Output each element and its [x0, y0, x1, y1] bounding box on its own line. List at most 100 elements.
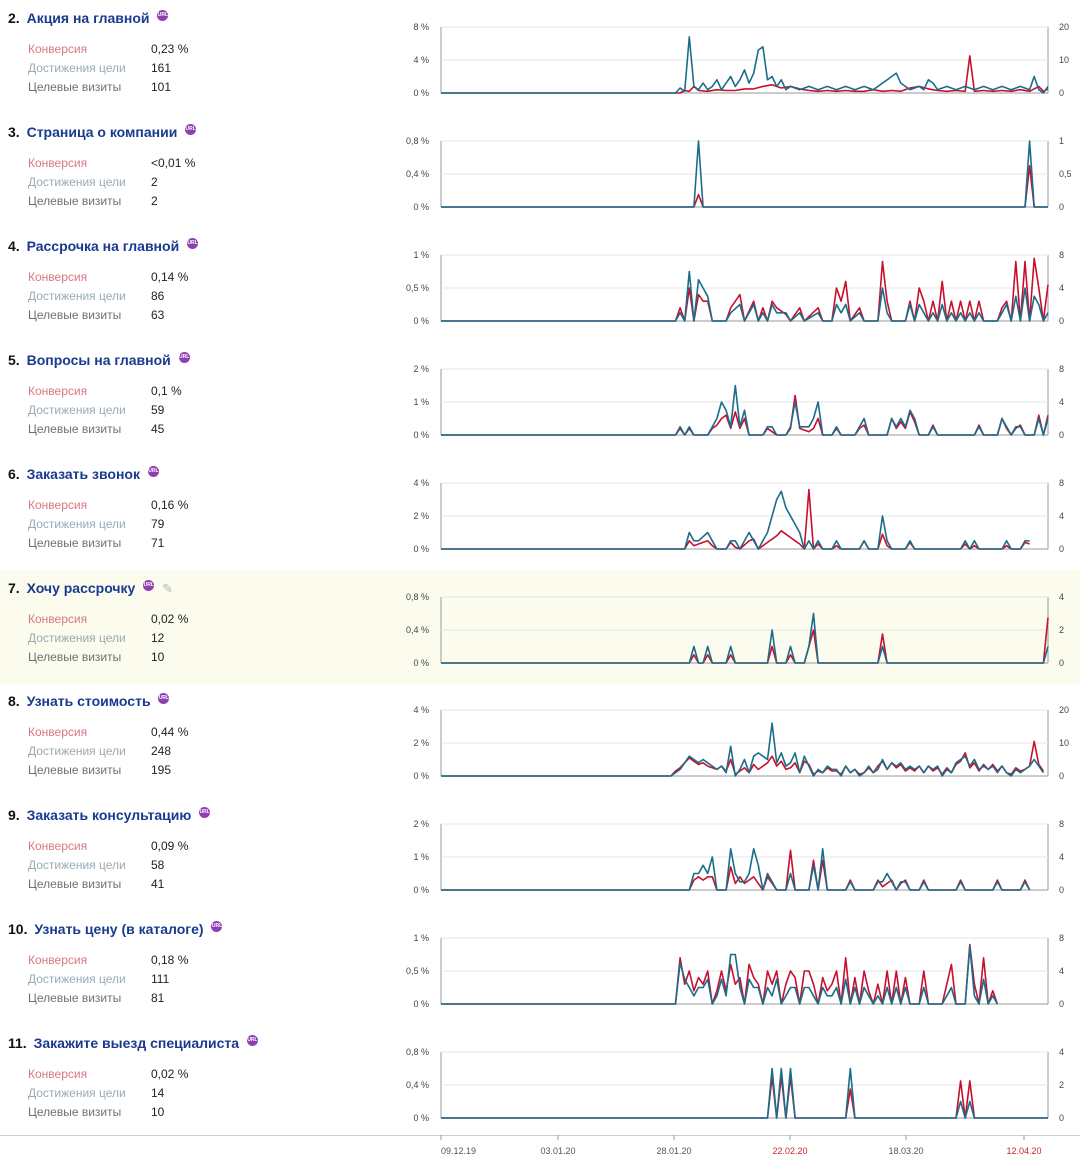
goal-sparkline-chart[interactable]: 4 % 2 % 0 % 20 10 0: [0, 683, 1080, 797]
goal-sparkline-chart[interactable]: 8 % 4 % 0 % 20 10 0: [0, 0, 1080, 114]
goal-name-link[interactable]: Хочу рассрочку: [26, 579, 136, 596]
achievements-value: 58: [151, 858, 165, 873]
conversion-label: Конверсия: [28, 725, 88, 740]
achievements-value: 59: [151, 402, 165, 417]
url-badge-icon[interactable]: URL: [211, 921, 223, 933]
date-tick-label: 28.01.20: [656, 1146, 691, 1156]
achievements-label: Достижения цели: [28, 402, 126, 417]
goal-sparkline-chart[interactable]: 0,8 % 0,4 % 0 % 4 2 0: [0, 570, 1080, 684]
right-axis-tick-label: 4: [1059, 511, 1064, 521]
goal-sparkline-chart[interactable]: 2 % 1 % 0 % 8 4 0: [0, 342, 1080, 456]
left-axis-tick-label: 0 %: [413, 771, 429, 781]
goal-number: 6.: [8, 465, 20, 482]
right-axis-tick-label: 0: [1059, 658, 1064, 668]
conversion-series-line: [441, 617, 1049, 664]
visits-value: 101: [151, 80, 172, 94]
url-badge-icon[interactable]: URL: [143, 579, 155, 591]
date-axis: 09.12.19 03.01.20 28.01.20 22.02.20 18.03.20…: [0, 1135, 1080, 1156]
left-axis-tick-label: 0 %: [413, 316, 429, 326]
goal-name-link[interactable]: Рассрочка на главной: [26, 237, 180, 254]
url-badge-icon[interactable]: URL: [157, 10, 169, 21]
conversion-label: Конверсия: [28, 269, 88, 284]
achievements-series-line: [441, 722, 1045, 778]
left-axis-tick-label: 0 %: [413, 202, 429, 212]
visits-value: 81: [151, 991, 165, 1006]
url-badge-icon[interactable]: URL: [158, 693, 170, 705]
goal-name-link[interactable]: Закажите выезд специалиста: [33, 1035, 240, 1052]
conversion-label: Конверсия: [28, 497, 88, 512]
goal-name-link[interactable]: Узнать цену (в каталоге): [34, 921, 204, 938]
goal-row: 6. Заказать звонок URL Конверсия Достиже…: [0, 456, 1080, 570]
goal-name-link[interactable]: Страница о компании: [26, 123, 178, 140]
left-axis-tick-label: 0,8 %: [406, 1047, 429, 1057]
left-axis-tick-label: 1 %: [413, 933, 429, 943]
left-axis-tick-label: 0,5 %: [406, 283, 429, 293]
conversion-value: 0,18 %: [151, 953, 189, 968]
left-axis-tick-label: 0,5 %: [406, 966, 429, 976]
visits-label: Целевые визиты: [28, 991, 122, 1006]
left-axis-tick-label: 2 %: [413, 819, 429, 829]
goal-name-link[interactable]: Заказать звонок: [26, 465, 140, 482]
right-axis-tick-label: 8: [1059, 819, 1064, 829]
goal-sparkline-chart[interactable]: 2 % 1 % 0 % 8 4 0: [0, 797, 1080, 911]
goal-title: 3. Страница о компании URL: [8, 123, 197, 140]
right-axis-tick-label: 10: [1059, 738, 1069, 748]
visits-label: Целевые визиты: [28, 763, 122, 778]
right-axis-tick-label: 0: [1059, 999, 1064, 1009]
goal-sparkline-chart[interactable]: 1 % 0,5 % 0 % 8 4 0: [0, 228, 1080, 342]
right-axis-tick-label: 4: [1059, 283, 1064, 293]
visits-label: Целевые визиты: [28, 193, 122, 208]
visits-value: 10: [151, 1105, 165, 1120]
goal-sparkline-chart[interactable]: 4 % 2 % 0 % 8 4 0: [0, 456, 1080, 570]
conversion-label: Конверсия: [28, 611, 88, 626]
goal-name-link[interactable]: Заказать консультацию: [26, 807, 192, 824]
goal-sparkline-chart[interactable]: 0,8 % 0,4 % 0 % 4 2 0: [0, 1025, 1080, 1139]
right-axis-tick-label: 0: [1059, 1113, 1064, 1123]
goal-row: 5. Вопросы на главной URL Конверсия Дост…: [0, 342, 1080, 456]
conversion-value: 0,1 %: [151, 383, 182, 398]
goal-row: 11. Закажите выезд специалиста URL Конве…: [0, 1025, 1080, 1139]
left-axis-tick-label: 4 %: [413, 478, 429, 488]
visits-label: Целевые визиты: [28, 80, 122, 94]
visits-label: Целевые визиты: [28, 307, 122, 322]
pencil-icon[interactable]: ✎: [162, 580, 174, 596]
achievements-label: Достижения цели: [28, 972, 126, 987]
url-badge-icon[interactable]: URL: [199, 807, 211, 819]
achievements-series-line: [441, 848, 1031, 892]
goal-title: 10. Узнать цену (в каталоге) URL: [8, 921, 223, 938]
url-badge-icon[interactable]: URL: [246, 1035, 258, 1047]
achievements-label: Достижения цели: [28, 61, 126, 75]
left-axis-tick-label: 0 %: [413, 1113, 429, 1123]
achievements-label: Достижения цели: [28, 630, 126, 645]
date-tick-label: 09.12.19: [441, 1146, 476, 1156]
right-axis-tick-label: 0,5: [1059, 169, 1072, 179]
goal-row: 8. Узнать стоимость URL Конверсия Достиж…: [0, 683, 1080, 797]
conversion-value: 0,09 %: [151, 839, 189, 854]
left-axis-tick-label: 4 %: [413, 705, 429, 715]
right-axis-tick-label: 10: [1059, 55, 1069, 65]
date-tick-label: 18.03.20: [888, 1146, 923, 1156]
goal-sparkline-chart[interactable]: 0,8 % 0,4 % 0 % 1 0,5 0: [0, 114, 1080, 228]
visits-label: Целевые визиты: [28, 535, 122, 550]
url-badge-icon[interactable]: URL: [187, 237, 199, 249]
url-badge-icon[interactable]: URL: [147, 465, 159, 477]
visits-value: 71: [151, 535, 165, 550]
left-axis-tick-label: 0,4 %: [406, 625, 429, 635]
conversion-label: Конверсия: [28, 1067, 88, 1082]
goal-name-link[interactable]: Узнать стоимость: [26, 693, 151, 710]
achievements-value: 86: [151, 288, 165, 303]
right-axis-tick-label: 20: [1059, 22, 1069, 32]
left-axis-tick-label: 0 %: [413, 885, 429, 895]
conversion-series-line: [441, 164, 1048, 208]
goal-name-link[interactable]: Вопросы на главной: [26, 351, 171, 368]
url-badge-icon[interactable]: URL: [185, 123, 197, 135]
goal-number: 8.: [8, 693, 20, 710]
left-axis-tick-label: 0,4 %: [406, 169, 429, 179]
goal-sparkline-chart[interactable]: 1 % 0,5 % 0 % 8 4 0: [0, 911, 1080, 1025]
conversion-value: 0,44 %: [151, 725, 189, 740]
goal-name-link[interactable]: Акция на главной: [26, 10, 150, 26]
goal-number: 2.: [8, 10, 20, 26]
url-badge-icon[interactable]: URL: [178, 351, 190, 363]
left-axis-tick-label: 0 %: [413, 430, 429, 440]
conversion-series-line: [441, 257, 1049, 322]
